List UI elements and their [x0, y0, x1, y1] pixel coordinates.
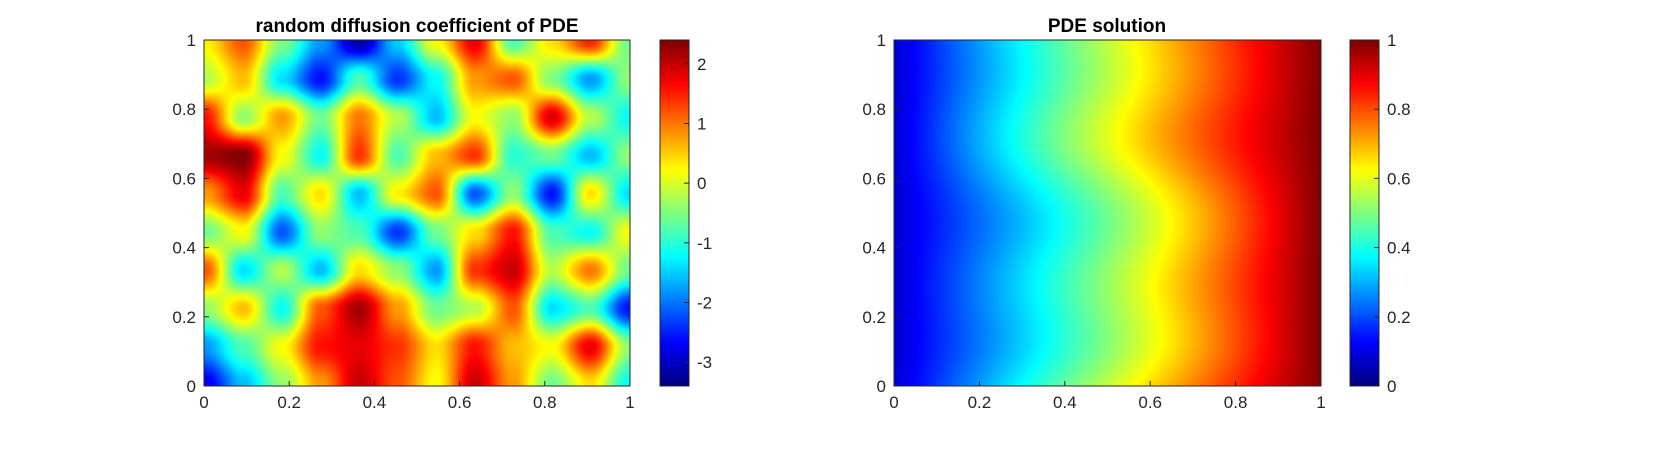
chart-left-x-tick-label: 0.8 — [533, 393, 557, 412]
chart-right-colorbar-tick-label: 1 — [1387, 31, 1396, 50]
chart-left-heatmap — [204, 40, 630, 386]
chart-left-y-tick-label: 0 — [187, 377, 196, 396]
chart-right-colorbar-tick-label: 0.2 — [1387, 308, 1411, 327]
chart-left-x-tick-label: 0.6 — [448, 393, 472, 412]
chart-left-x-tick-label: 1 — [625, 393, 634, 412]
chart-right-colorbar-tick-label: 0.4 — [1387, 239, 1411, 258]
chart-left-colorbar-tick-label: -1 — [697, 234, 712, 253]
chart-left-y-tick-label: 0.6 — [172, 169, 196, 188]
chart-left-colorbar-box — [659, 39, 690, 387]
chart-right-colorbar-ticks: 0 0.2 0.4 0.6 0.8 1 — [1374, 31, 1411, 396]
chart-right-heatmap — [894, 40, 1321, 386]
chart-left-x-tick-label: 0 — [199, 393, 208, 412]
chart-left-colorbar-tick-label: -2 — [697, 293, 712, 312]
chart-right-x-tick-label: 0 — [889, 393, 898, 412]
chart-right-y-ticks: 0 0.2 0.4 0.6 0.8 1 — [862, 31, 899, 396]
chart-right-colorbar-tick-label: 0 — [1387, 377, 1396, 396]
chart-left-y-tick-label: 1 — [187, 31, 196, 50]
chart-right-colorbar-tick-label: 0.8 — [1387, 100, 1411, 119]
chart-right-x-tick-label: 0.2 — [968, 393, 992, 412]
chart-right-colorbar-tick-label: 0.6 — [1387, 169, 1411, 188]
chart-left-x-ticks: 0 0.2 0.4 0.6 0.8 1 — [199, 381, 635, 412]
chart-left-x-tick-label: 0.4 — [363, 393, 387, 412]
chart-left-axes-box — [203, 39, 631, 387]
chart-left-colorbar-tick-label: 1 — [697, 115, 706, 134]
chart-right-y-tick-label: 0 — [877, 377, 886, 396]
chart-right-x-tick-label: 0.4 — [1053, 393, 1077, 412]
chart-left-y-ticks: 0 0.2 0.4 0.6 0.8 1 — [172, 31, 209, 396]
chart-right-y-tick-label: 1 — [877, 31, 886, 50]
chart-left-y-tick-label: 0.8 — [172, 100, 196, 119]
chart-right: PDE solution 0 0.2 0.4 0.6 0.8 1 0 0.2 0.4 0.6 0.… — [862, 16, 1410, 412]
chart-right-colorbar-box — [1349, 39, 1380, 387]
chart-right-x-tick-label: 0.6 — [1138, 393, 1162, 412]
chart-left-y-tick-label: 0.4 — [172, 239, 196, 258]
chart-left-colorbar — [660, 40, 689, 386]
chart-left-x-tick-label: 0.2 — [277, 393, 301, 412]
chart-right-y-tick-label: 0.2 — [862, 308, 886, 327]
chart-right-title: PDE solution — [1048, 16, 1166, 37]
chart-right-y-tick-label: 0.4 — [862, 239, 886, 258]
chart-left-colorbar-tick-label: 0 — [697, 174, 706, 193]
chart-left-y-tick-label: 0.2 — [172, 308, 196, 327]
chart-left-title: random diffusion coefficient of PDE — [255, 16, 578, 37]
chart-left-colorbar-ticks: -3 -2 -1 0 1 2 — [684, 55, 712, 372]
chart-right-x-tick-label: 0.8 — [1224, 393, 1248, 412]
chart-right-colorbar — [1350, 40, 1379, 386]
chart-left-colorbar-tick-label: -3 — [697, 353, 712, 372]
chart-left: random diffusion coefficient of PDE 0 0.2… — [172, 16, 712, 412]
chart-right-x-tick-label: 1 — [1316, 393, 1325, 412]
chart-right-y-tick-label: 0.8 — [862, 100, 886, 119]
chart-right-axes-box — [893, 39, 1322, 387]
chart-right-x-ticks: 0 0.2 0.4 0.6 0.8 1 — [889, 381, 1326, 412]
chart-left-colorbar-tick-label: 2 — [697, 55, 706, 74]
chart-right-y-tick-label: 0.6 — [862, 169, 886, 188]
